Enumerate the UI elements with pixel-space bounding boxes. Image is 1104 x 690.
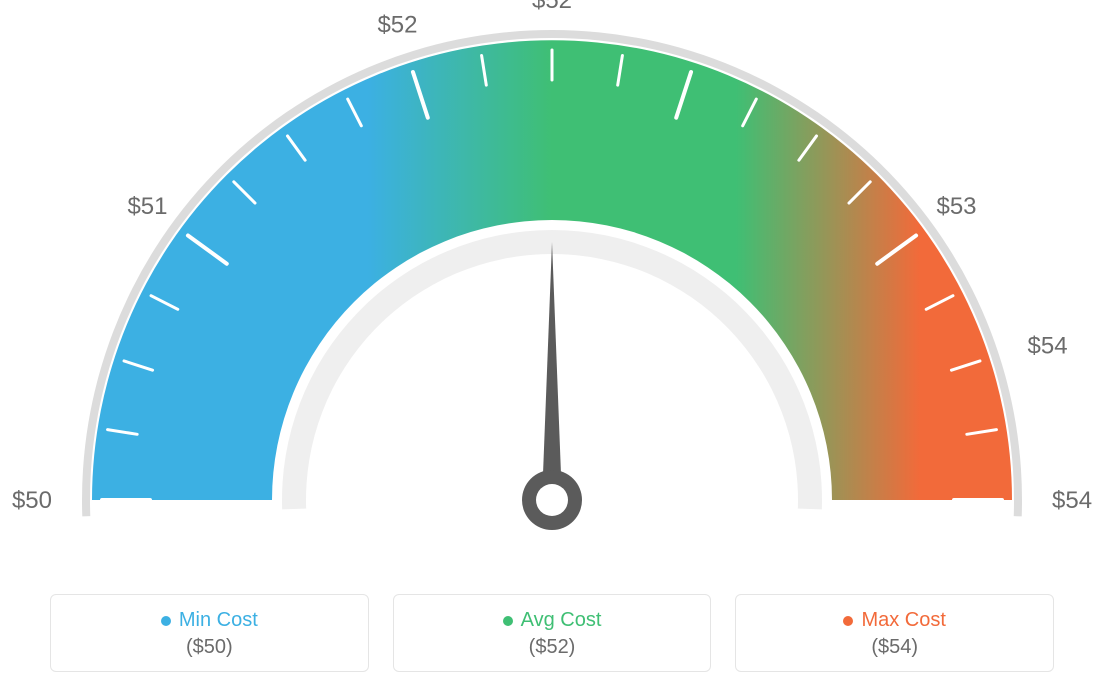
dot-icon [503,616,513,626]
legend-card-label: Max Cost [861,609,945,632]
legend-row: Min Cost ($50) Avg Cost ($52) Max Cost (… [50,594,1054,672]
legend-card-value: ($54) [746,636,1043,659]
gauge-chart: $50 $51 $52 $52 $53 $54 $54 [0,0,1104,560]
legend-card-value: ($50) [61,636,358,659]
legend-card-avg: Avg Cost ($52) [393,594,712,672]
gauge-tick-label: $54 [1028,332,1068,359]
gauge-tick-label: $53 [936,193,976,220]
dot-icon [161,616,171,626]
gauge-tick-label: $52 [532,0,572,14]
legend-card-value: ($52) [404,636,701,659]
legend-card-title: Max Cost [843,609,945,632]
dot-icon [843,616,853,626]
legend-card-label: Min Cost [179,609,258,632]
legend-card-label: Avg Cost [521,609,602,632]
gauge-tick-label: $52 [377,11,417,38]
gauge-svg: $50 $51 $52 $52 $53 $54 $54 [0,0,1104,560]
legend-card-title: Min Cost [161,609,258,632]
gauge-needle [542,242,562,500]
gauge-tick-label: $51 [127,193,167,220]
legend-card-title: Avg Cost [503,609,602,632]
legend-card-min: Min Cost ($50) [50,594,369,672]
gauge-tick-label: $50 [12,487,52,514]
legend-card-max: Max Cost ($54) [735,594,1054,672]
gauge-tick-label: $54 [1052,487,1092,514]
